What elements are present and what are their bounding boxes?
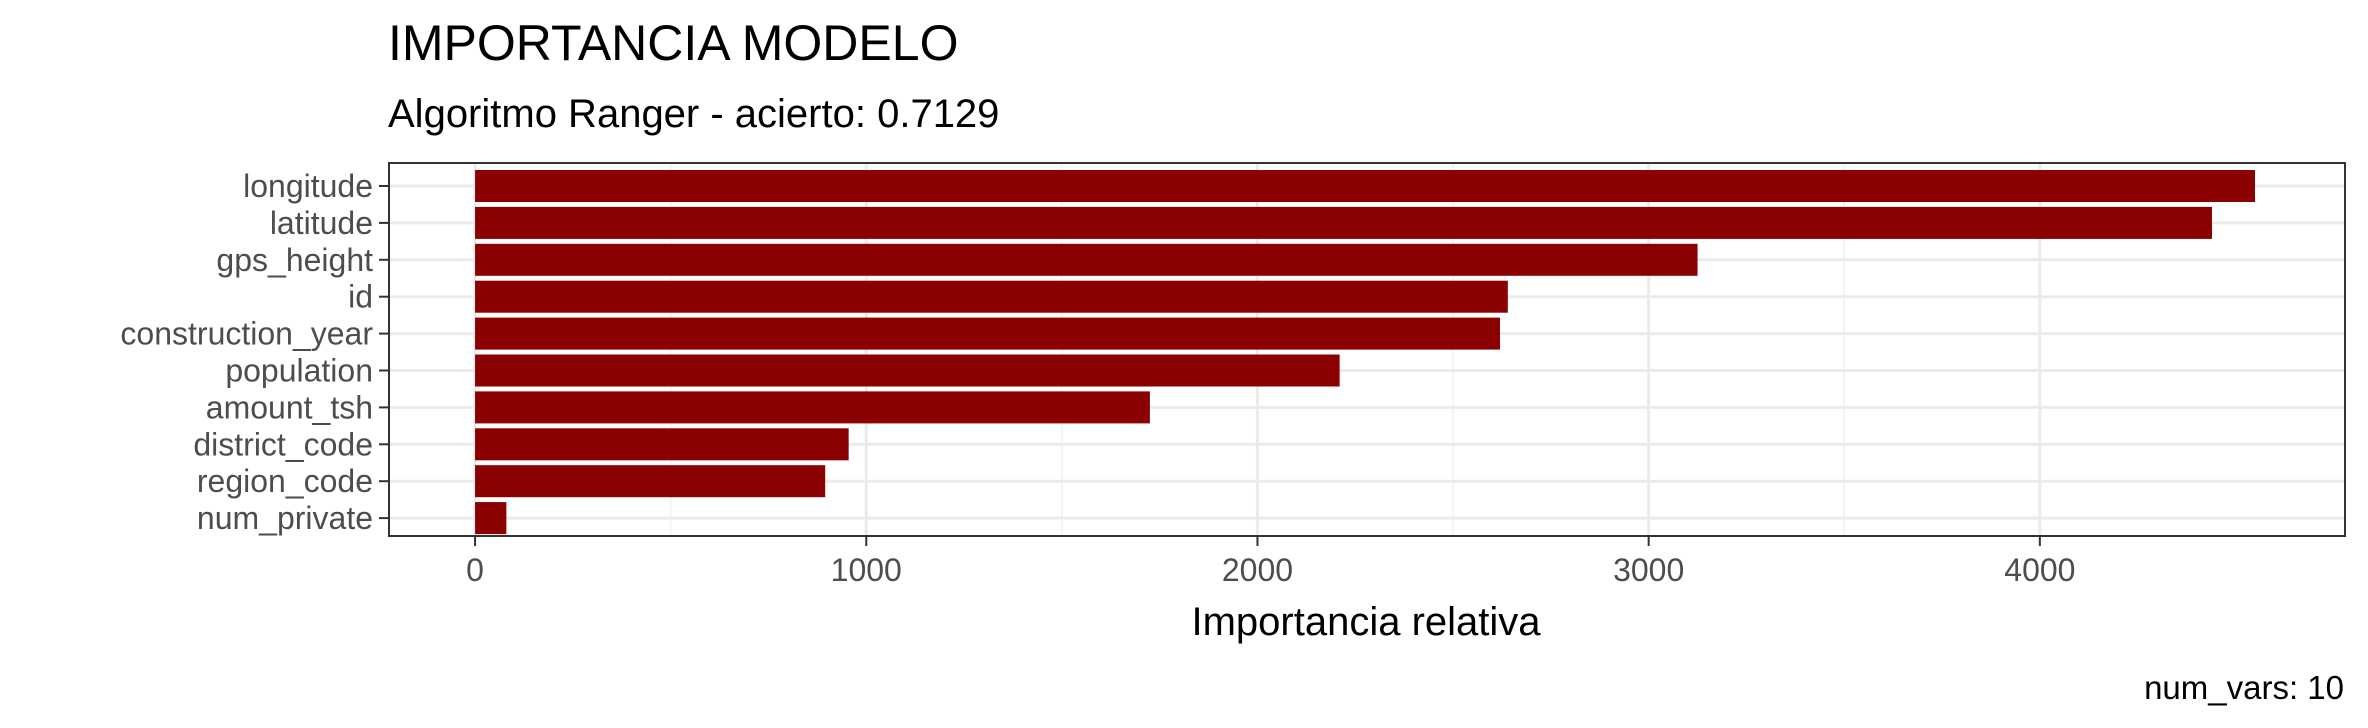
bar-longitude	[475, 170, 2256, 202]
y-axis: longitudelatitudegps_heightidconstructio…	[120, 168, 389, 536]
bar-num_private	[475, 502, 507, 535]
bar-population	[475, 354, 1340, 387]
x-tick-label: 0	[466, 552, 484, 588]
bar-amount_tsh	[475, 391, 1150, 424]
y-tick-label: region_code	[197, 463, 373, 499]
y-tick-label: id	[348, 279, 373, 315]
y-tick-label: gps_height	[216, 242, 373, 278]
x-tick-label: 2000	[1222, 552, 1293, 588]
bar-latitude	[475, 206, 2212, 239]
y-tick-label: population	[225, 353, 373, 389]
y-tick-label: latitude	[270, 205, 373, 241]
y-tick-label: longitude	[243, 168, 373, 204]
bars	[475, 170, 2256, 535]
chart-subtitle: Algoritmo Ranger - acierto: 0.7129	[388, 92, 999, 136]
bar-district_code	[475, 428, 849, 461]
bar-gps_height	[475, 243, 1698, 276]
y-tick-label: construction_year	[120, 316, 373, 352]
y-tick-label: district_code	[193, 426, 373, 462]
y-tick-label: num_private	[197, 500, 373, 536]
bar-construction_year	[475, 317, 1501, 350]
panel-border	[388, 162, 2346, 537]
y-tick-label: amount_tsh	[206, 389, 373, 425]
chart-caption: num_vars: 10	[2144, 669, 2344, 706]
bar-id	[475, 280, 1508, 313]
x-axis-title: Importancia relativa	[1191, 600, 1541, 644]
bar-region_code	[475, 465, 826, 498]
x-tick-label: 3000	[1613, 552, 1684, 588]
x-tick-label: 1000	[831, 552, 902, 588]
x-tick-label: 4000	[2004, 552, 2075, 588]
chart-title: IMPORTANCIA MODELO	[388, 15, 958, 71]
x-axis: 0 1000 2000 3000 4000	[466, 536, 2075, 588]
